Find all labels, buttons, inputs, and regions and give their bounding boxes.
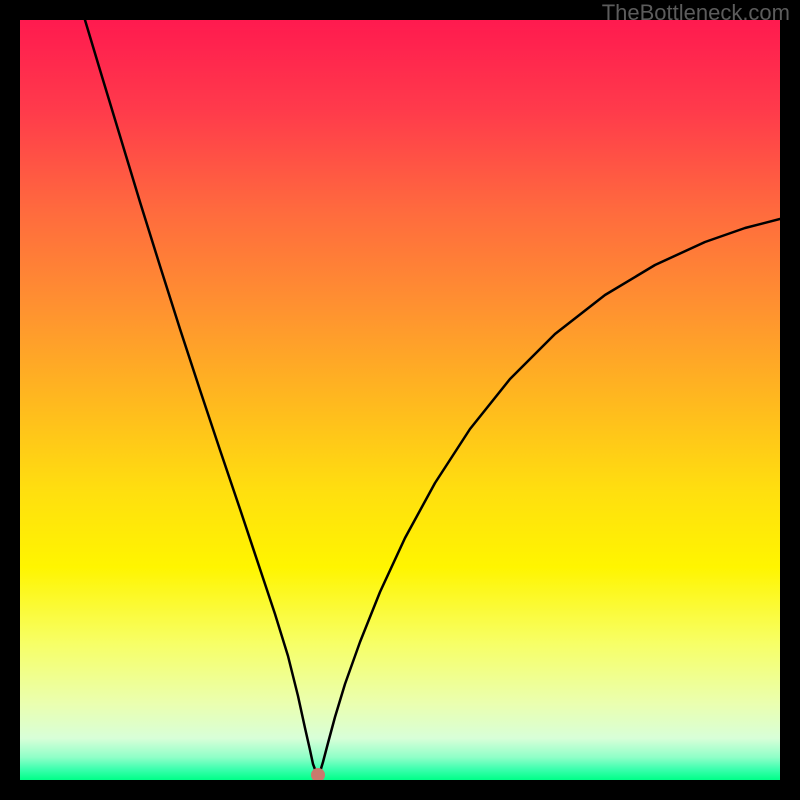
curve-layer (20, 20, 780, 780)
curve-minimum-marker (311, 768, 325, 780)
plot-area (20, 20, 780, 780)
watermark-text: TheBottleneck.com (602, 0, 790, 26)
bottleneck-curve (85, 20, 780, 777)
